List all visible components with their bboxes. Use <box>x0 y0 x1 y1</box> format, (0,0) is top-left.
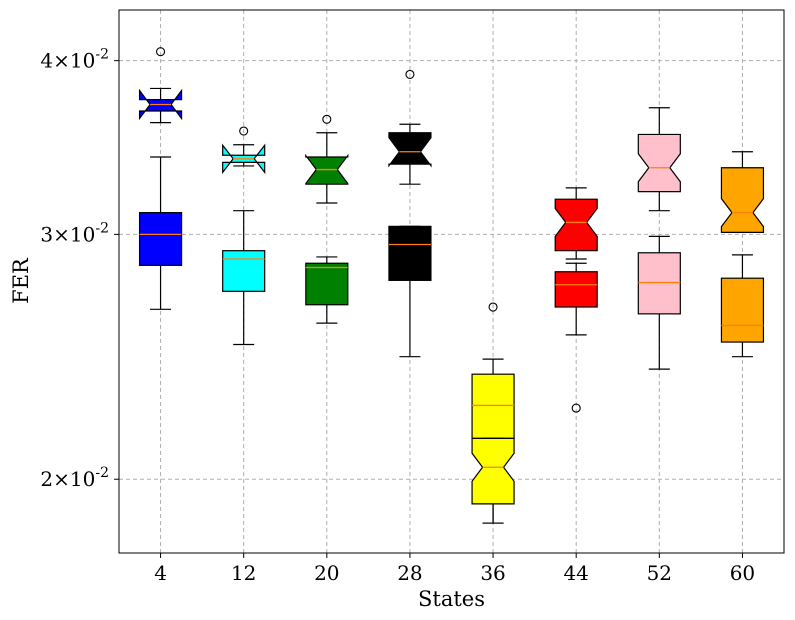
box <box>471 373 515 439</box>
y-tick-label: 3×10-2 <box>40 220 109 246</box>
x-axis-title: States <box>418 587 485 611</box>
plot-frame <box>118 9 785 554</box>
box <box>138 212 183 266</box>
notched-box <box>388 132 432 168</box>
x-tick-label: 20 <box>314 561 339 585</box>
tick-layer: 4 12 20 28 36 44 52 60 2×10-2 3×10-2 4×10-2 <box>40 47 755 585</box>
x-tick-label: 12 <box>231 561 256 585</box>
box <box>554 271 598 308</box>
y-tick-label: 2×10-2 <box>40 465 109 491</box>
box <box>222 250 266 292</box>
x-tick-label: 4 <box>154 561 167 585</box>
box <box>388 225 432 281</box>
grid-layer <box>119 10 784 553</box>
x-tick-label: 44 <box>563 561 588 585</box>
notched-box <box>637 133 681 193</box>
outlier-point <box>571 403 581 413</box>
box <box>720 277 765 343</box>
outlier-point <box>156 47 166 57</box>
outlier-point <box>488 302 498 312</box>
x-tick-label: 60 <box>730 561 755 585</box>
y-tick-label: 4×10-2 <box>40 47 109 73</box>
outlier-point <box>405 69 415 79</box>
notched-box <box>471 437 515 505</box>
x-tick-label: 36 <box>480 561 505 585</box>
y-axis-title: FER <box>9 257 33 304</box>
box <box>637 252 681 315</box>
box-layer <box>138 47 765 524</box>
x-tick-label: 52 <box>647 561 672 585</box>
x-tick-label: 28 <box>397 561 422 585</box>
outlier-point <box>322 114 332 124</box>
notched-box <box>554 198 598 252</box>
notched-box <box>720 167 765 233</box>
box <box>305 262 349 306</box>
outlier-point <box>239 126 249 136</box>
